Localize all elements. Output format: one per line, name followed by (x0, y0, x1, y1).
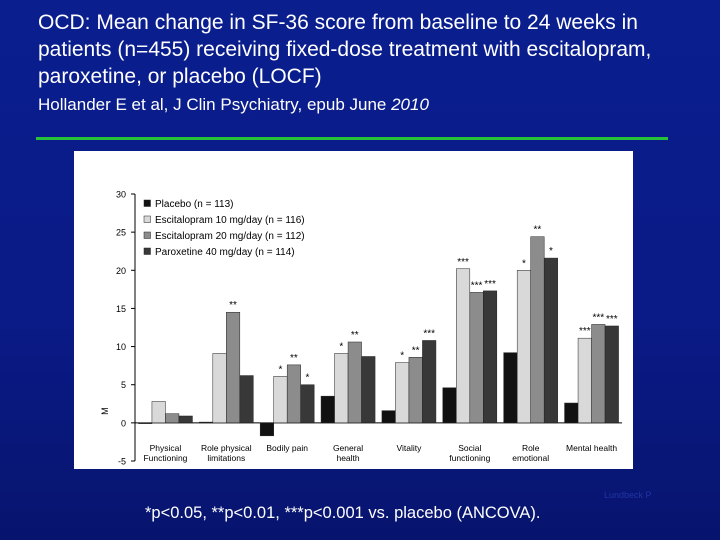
significance-label: *** (484, 279, 496, 290)
significance-label: *** (579, 326, 591, 337)
x-tick-label-line: Bodily pain (266, 443, 308, 453)
bar (361, 356, 376, 424)
y-tick-label: 10 (116, 342, 126, 352)
bar (320, 395, 335, 424)
significance-label: *** (471, 280, 483, 291)
bar (543, 257, 558, 424)
x-tick-label-line: health (336, 453, 359, 463)
bar (381, 410, 396, 424)
significance-label: * (522, 258, 526, 269)
bar (138, 422, 153, 424)
chart-panel: -5 0 5 10 15 20 25 30 M ** * ** * * ** * ** *** *** *** *** *… (74, 151, 633, 469)
legend-label: Paroxetine 40 mg/day (n = 114) (155, 247, 295, 258)
bar (334, 353, 349, 424)
significance-footnote: *p<0.05, **p<0.01, ***p<0.001 vs. placeb… (145, 504, 541, 522)
legend-label: Placebo (n = 113) (155, 199, 233, 210)
y-tick-label: 0 (121, 418, 126, 428)
bar (300, 384, 315, 424)
significance-label: *** (592, 312, 604, 323)
x-tick-label: Physical Functioning (143, 443, 187, 463)
bar (442, 387, 457, 424)
significance-label: ** (534, 225, 542, 236)
slide-title: OCD: Mean change in SF-36 score from bas… (38, 11, 652, 88)
bar (483, 290, 498, 424)
bar (199, 421, 214, 424)
significance-label: *** (606, 314, 618, 325)
bar (273, 376, 288, 424)
x-tick-label-line: Mental health (566, 443, 617, 453)
x-tick-label: Social functioning (449, 443, 490, 463)
x-tick-label-line: Role (522, 443, 540, 453)
citation-year: 2010 (391, 95, 429, 114)
bar (516, 270, 531, 424)
significance-label: * (278, 364, 282, 375)
bar (165, 413, 180, 424)
bar (286, 364, 301, 424)
bar (456, 268, 471, 424)
bar (422, 340, 437, 424)
y-tick-label: 15 (116, 304, 126, 314)
significance-label: *** (423, 328, 435, 339)
title-divider (36, 137, 668, 140)
bar (212, 353, 227, 424)
citation: Hollander E et al, J Clin Psychiatry, ep… (38, 95, 429, 115)
bar (408, 357, 423, 424)
significance-label: ** (290, 353, 298, 364)
x-tick-label-line: emotional (512, 453, 549, 463)
legend-swatch (143, 231, 151, 239)
x-tick-label: Vitality (396, 443, 422, 453)
bar (577, 337, 592, 424)
y-axis-label: M (100, 407, 110, 415)
significance-label: ** (229, 300, 237, 311)
bar (395, 362, 410, 424)
x-tick-label-line: functioning (449, 453, 490, 463)
x-tick-label: Bodily pain (266, 443, 308, 453)
x-tick-label: Mental health (566, 443, 617, 453)
bar (469, 292, 484, 424)
bar (226, 311, 241, 424)
x-tick-label: Role emotional (512, 443, 549, 463)
x-tick-label: General health (333, 443, 363, 463)
significance-label: * (549, 246, 553, 257)
bar (239, 375, 254, 424)
x-tick-label-line: General (333, 443, 363, 453)
significance-label: * (400, 351, 404, 362)
slide-number: Lundbeck P (604, 490, 652, 500)
significance-label: * (339, 341, 343, 352)
citation-main: Hollander E et al, J Clin Psychiatry, ep… (38, 95, 392, 114)
x-tick-label-line: Role physical (201, 443, 252, 453)
bar (259, 422, 274, 437)
x-tick-label-line: Vitality (396, 443, 422, 453)
x-tick-label-line: Functioning (143, 453, 187, 463)
y-tick-label: 5 (121, 380, 126, 390)
y-tick-label: -5 (118, 457, 126, 467)
x-tick-label-line: Physical (150, 443, 182, 453)
significance-label: ** (412, 345, 420, 356)
y-tick-label: 20 (116, 266, 126, 276)
legend-swatch (143, 199, 151, 207)
bar (530, 236, 545, 424)
bar (151, 401, 166, 424)
legend-swatch (143, 215, 151, 223)
bar (564, 402, 579, 424)
x-tick-label-line: limitations (207, 453, 245, 463)
bar (347, 341, 362, 424)
bar (178, 415, 193, 424)
significance-label: ** (351, 330, 359, 341)
y-tick-label: 25 (116, 228, 126, 238)
x-tick-label-line: Social (458, 443, 481, 453)
x-tick-label: Role physical limitations (201, 443, 252, 463)
significance-label: * (305, 373, 309, 384)
legend-swatch (143, 247, 151, 255)
y-tick-label: 30 (116, 190, 126, 200)
bar (604, 325, 619, 424)
legend-label: Escitalopram 20 mg/day (n = 112) (155, 231, 305, 242)
bar (503, 352, 518, 424)
legend-label: Escitalopram 10 mg/day (n = 116) (155, 215, 305, 226)
significance-label: *** (457, 257, 469, 268)
bar (591, 324, 606, 424)
